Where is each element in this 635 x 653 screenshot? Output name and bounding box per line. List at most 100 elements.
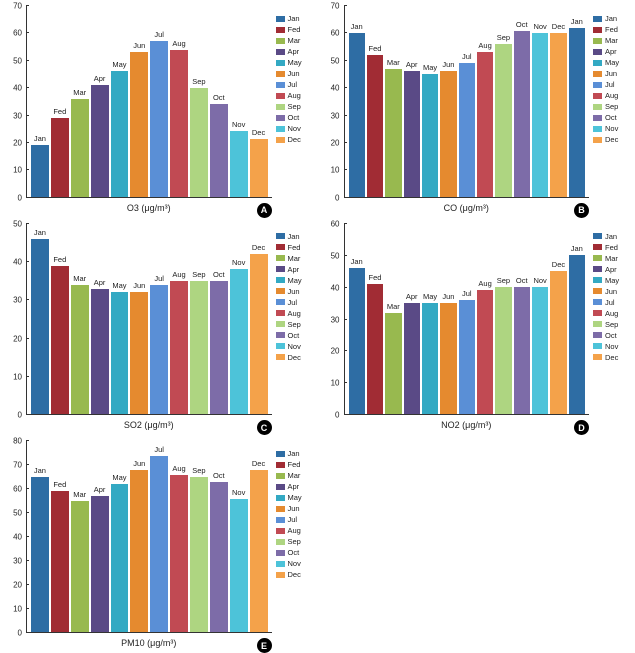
bar	[514, 31, 530, 197]
ytick-label: 60	[331, 219, 340, 228]
bar-month-label: Jan	[34, 466, 46, 475]
legend-swatch	[276, 354, 285, 360]
legend-item: Aug	[593, 309, 631, 318]
bar	[250, 470, 268, 632]
ytick-label: 40	[13, 258, 22, 267]
legend-label: Apr	[288, 47, 300, 56]
bar-slot: Sep	[190, 6, 208, 197]
bar-month-label: Fed	[369, 44, 382, 53]
bar	[31, 145, 49, 197]
legend-swatch	[276, 343, 285, 349]
plot: JanFedMarAprMayJunJulAugSepOctNovDecJan	[344, 6, 590, 198]
ytick-label: 50	[331, 56, 340, 65]
bar-slot: Jun	[130, 441, 148, 632]
plot: JanFedMarAprMayJunJulAugSepOctNovDecJan	[344, 224, 590, 416]
bar	[477, 52, 493, 196]
bar-month-label: Aug	[172, 464, 185, 473]
legend-item: Mar	[276, 471, 314, 480]
bar-month-label: Dec	[552, 260, 565, 269]
bar-slot: Dec	[250, 224, 268, 415]
legend-swatch	[276, 49, 285, 55]
ytick-label: 50	[13, 219, 22, 228]
plot: JanFedMarAprMayJunJulAugSepOctNovDec	[26, 441, 272, 633]
bar-slot: Sep	[495, 6, 511, 197]
bar-month-label: Apr	[406, 60, 418, 69]
bar-month-label: Nov	[232, 488, 245, 497]
bar	[349, 268, 365, 414]
bar-slot: Jan	[349, 6, 365, 197]
legend-label: Jan	[605, 232, 617, 241]
chart-wrap: 01020304050JanFedMarAprMayJunJulAugSepOc…	[4, 224, 314, 432]
legend-item: Sep	[276, 537, 314, 546]
legend-label: Jun	[605, 287, 617, 296]
bar-slot: Oct	[210, 441, 228, 632]
legend-swatch	[593, 255, 602, 261]
bar	[367, 55, 383, 197]
bar-slot: Jul	[459, 6, 475, 197]
legend: JanFedMarAprMayJunJulAugSepOctNovDec	[272, 6, 314, 214]
bar	[440, 71, 456, 196]
bar-slot: Dec	[550, 6, 566, 197]
legend-item: Nov	[276, 559, 314, 568]
bar-month-label: Mar	[387, 58, 400, 67]
bar	[459, 63, 475, 196]
bar-slot: Mar	[385, 6, 401, 197]
bar-month-label: Jun	[133, 281, 145, 290]
bar	[495, 287, 511, 414]
legend-item: Apr	[276, 482, 314, 491]
legend-item: Aug	[276, 526, 314, 535]
chart-panel-B: 010203040506070JanFedMarAprMayJunJulAugS…	[318, 0, 635, 218]
bar	[210, 482, 228, 632]
legend-item: Fed	[593, 25, 631, 34]
legend-swatch	[593, 343, 602, 349]
bar	[459, 300, 475, 414]
legend-label: Jun	[288, 287, 300, 296]
bar	[150, 456, 168, 632]
legend-label: Nov	[605, 124, 618, 133]
legend-swatch	[593, 49, 602, 55]
bar-month-label: Nov	[533, 22, 546, 31]
legend-swatch	[593, 71, 602, 77]
bar	[385, 69, 401, 197]
ytick-label: 50	[13, 509, 22, 518]
legend-label: Fed	[288, 460, 301, 469]
legend-swatch	[593, 38, 602, 44]
bar-slot: Mar	[71, 6, 89, 197]
bar-month-label: Dec	[552, 22, 565, 31]
bar-month-label: Aug	[172, 39, 185, 48]
legend-item: Apr	[276, 47, 314, 56]
bar	[477, 290, 493, 414]
legend-label: Sep	[605, 320, 618, 329]
bar	[130, 470, 148, 632]
legend-item: Jun	[276, 504, 314, 513]
chart-area: 0102030405060JanFedMarAprMayJunJulAugSep…	[322, 224, 590, 432]
x-axis-label: SO2 (μg/m³)	[26, 420, 272, 430]
bar-month-label: Jan	[34, 134, 46, 143]
legend-label: Oct	[288, 113, 300, 122]
bar	[422, 303, 438, 414]
ytick-label: 30	[13, 557, 22, 566]
legend-item: Oct	[593, 331, 631, 340]
bar	[130, 292, 148, 414]
legend-label: Mar	[288, 254, 301, 263]
bar-slot: Jun	[130, 224, 148, 415]
legend-label: Dec	[288, 570, 301, 579]
bar-slot: Nov	[230, 6, 248, 197]
bar-month-label: Mar	[73, 490, 86, 499]
bar	[210, 281, 228, 414]
bar-month-label: Apr	[94, 74, 106, 83]
chart-panel-E: 01020304050607080JanFedMarAprMayJunJulAu…	[0, 435, 318, 653]
legend-item: Dec	[276, 135, 314, 144]
legend-item: Mar	[276, 254, 314, 263]
legend-swatch	[276, 82, 285, 88]
ytick-label: 50	[331, 251, 340, 260]
legend-item: Aug	[276, 91, 314, 100]
legend-swatch	[276, 561, 285, 567]
bar	[250, 139, 268, 196]
legend-item: Nov	[276, 342, 314, 351]
chart-area: 010203040506070JanFedMarAprMayJunJulAugS…	[4, 6, 272, 214]
bar	[550, 271, 566, 414]
bar	[569, 28, 585, 197]
y-axis: 010203040506070	[4, 6, 26, 198]
legend-label: Jun	[288, 69, 300, 78]
